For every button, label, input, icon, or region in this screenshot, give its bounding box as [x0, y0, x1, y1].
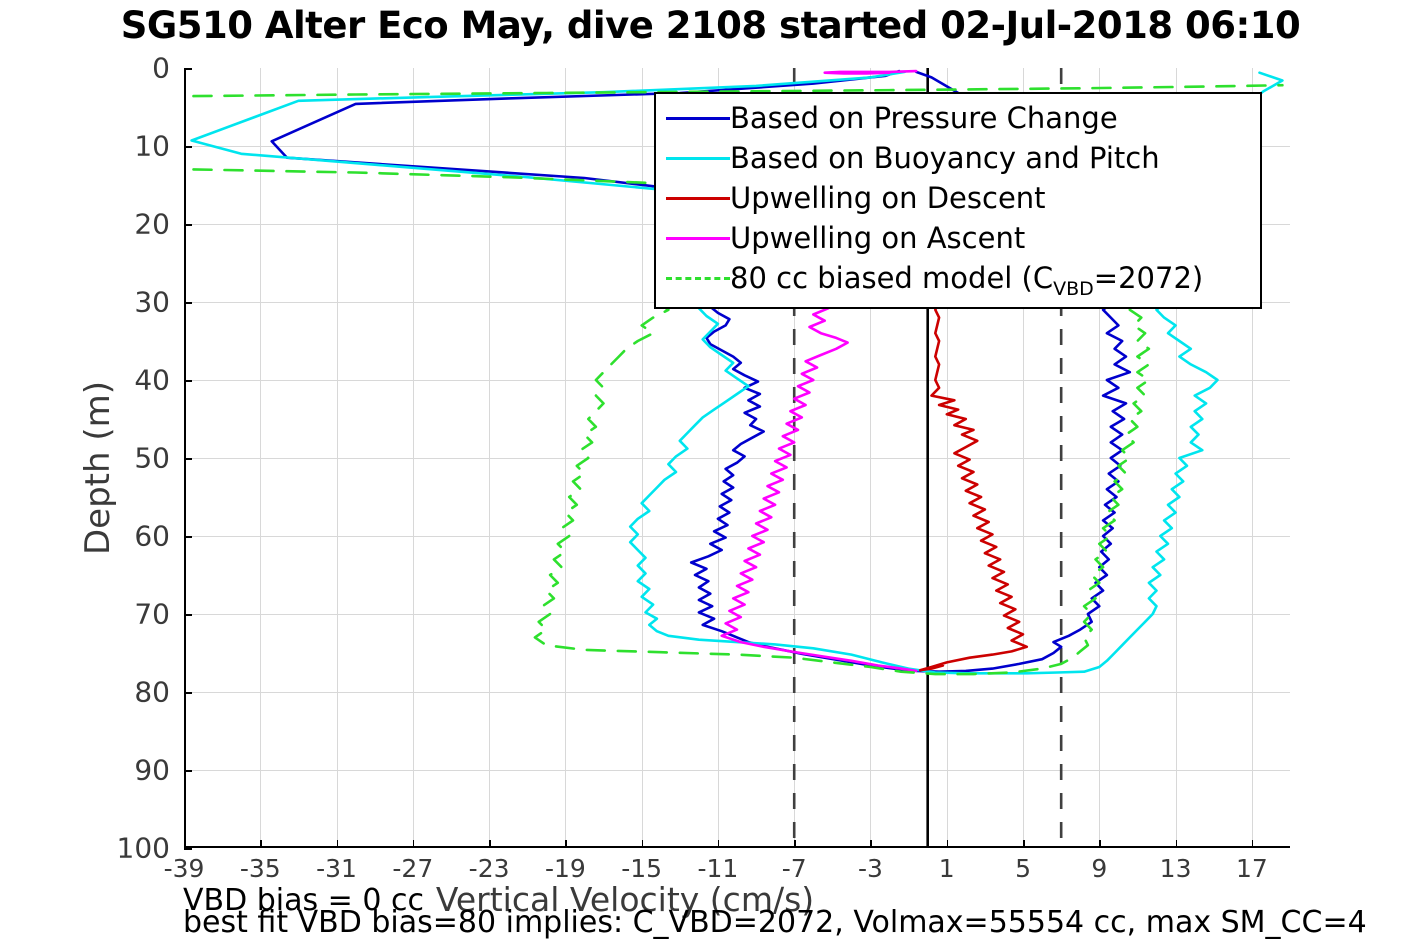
legend-label: Upwelling on Ascent [730, 221, 1026, 255]
y-tick-label: 80 [134, 675, 170, 709]
series-line [190, 70, 907, 194]
legend-label: 80 cc biased model (CVBD=2072) [730, 261, 1204, 300]
legend-swatch-icon [666, 226, 730, 250]
series-line [628, 299, 1219, 675]
x-tick-label: -27 [392, 854, 434, 883]
y-tick-label: 90 [134, 753, 170, 787]
legend-buoyancy-pitch[interactable]: Based on Buoyancy and Pitch [656, 138, 1260, 178]
x-tick [565, 840, 567, 848]
legend-swatch-icon [666, 186, 730, 210]
y-tick-label: 70 [134, 597, 170, 631]
y-tick [184, 692, 192, 694]
x-tick [412, 840, 415, 848]
x-tick-label: 13 [1159, 854, 1192, 883]
y-tick-label: 0 [152, 51, 170, 85]
x-tick-label: -7 [781, 854, 807, 883]
y-tick-label: 20 [134, 207, 170, 241]
x-tick [1175, 840, 1178, 848]
y-tick [184, 302, 192, 304]
y-tick [184, 224, 192, 226]
y-tick [184, 536, 192, 538]
legend-swatch-icon [666, 146, 730, 170]
legend-label: Based on Buoyancy and Pitch [730, 141, 1160, 175]
x-tick-label: -11 [697, 854, 739, 883]
x-tick [794, 840, 796, 848]
series-line [720, 300, 918, 673]
gridline-horizontal [184, 692, 1290, 693]
legend-pressure-change[interactable]: Based on Pressure Change [656, 98, 1260, 138]
y-axis-title: Depth (m) [78, 380, 118, 556]
y-tick-label: 50 [134, 441, 170, 475]
gridline-horizontal [184, 380, 1290, 381]
y-tick [184, 770, 192, 772]
x-tick-label: 5 [1015, 854, 1031, 883]
note-vbd-bias: VBD bias = 0 cc [183, 883, 424, 918]
x-tick-label: -39 [163, 854, 205, 883]
series-svg [190, 68, 1284, 848]
x-tick [260, 840, 262, 848]
legend-biased-model[interactable]: 80 cc biased model (CVBD=2072) [656, 258, 1260, 300]
x-tick-label: -19 [544, 854, 586, 883]
legend-upwelling-ascent[interactable]: Upwelling on Ascent [656, 218, 1260, 258]
x-tick [870, 840, 872, 848]
page-title: SG510 Alter Eco May, dive 2108 started 0… [120, 4, 1301, 47]
y-tick-label: 40 [134, 363, 170, 397]
x-tick-label: 1 [938, 854, 955, 883]
x-tick [717, 840, 720, 848]
x-tick [336, 840, 339, 848]
x-tick [184, 840, 186, 848]
x-tick [946, 840, 949, 848]
legend-upwelling-descent[interactable]: Upwelling on Descent [656, 178, 1260, 218]
y-tick [184, 458, 192, 460]
x-tick [489, 840, 491, 848]
y-tick-label: 100 [116, 831, 170, 865]
y-tick [184, 146, 192, 148]
legend-label: Based on Pressure Change [730, 101, 1118, 135]
legend-swatch-icon [666, 266, 730, 290]
x-tick-label: -3 [858, 854, 883, 883]
y-tick-label: 60 [134, 519, 170, 553]
x-tick [641, 840, 644, 848]
gridline-horizontal [184, 536, 1290, 537]
gridline-horizontal [184, 770, 1290, 771]
series-line [918, 300, 1029, 672]
x-tick-label: 17 [1235, 854, 1268, 883]
legend-label: Upwelling on Descent [730, 181, 1046, 215]
x-tick [1023, 840, 1025, 848]
y-tick [184, 380, 192, 382]
x-tick-label: -35 [239, 854, 281, 883]
gridline-horizontal [184, 458, 1290, 459]
x-axis-title: Vertical Velocity (cm/s) [435, 880, 815, 919]
x-tick-label: 9 [1091, 854, 1108, 883]
x-tick [1099, 840, 1101, 848]
y-tick-label: 30 [134, 285, 170, 319]
legend-swatch-icon [666, 106, 730, 130]
x-tick [1251, 840, 1254, 848]
legend-box: Based on Pressure Change Based on Buoyanc… [654, 92, 1262, 309]
x-tick-label: -23 [468, 854, 510, 883]
note-best-fit: best fit VBD bias=80 implies: C_VBD=2072… [183, 905, 1367, 940]
series-line [192, 83, 1284, 98]
y-tick [184, 614, 192, 616]
x-tick-label: -15 [621, 854, 663, 883]
y-tick [184, 68, 192, 70]
series-line [823, 69, 918, 75]
y-tick-label: 10 [134, 129, 170, 163]
y-tick [184, 848, 192, 850]
x-tick-label: -31 [316, 854, 357, 883]
